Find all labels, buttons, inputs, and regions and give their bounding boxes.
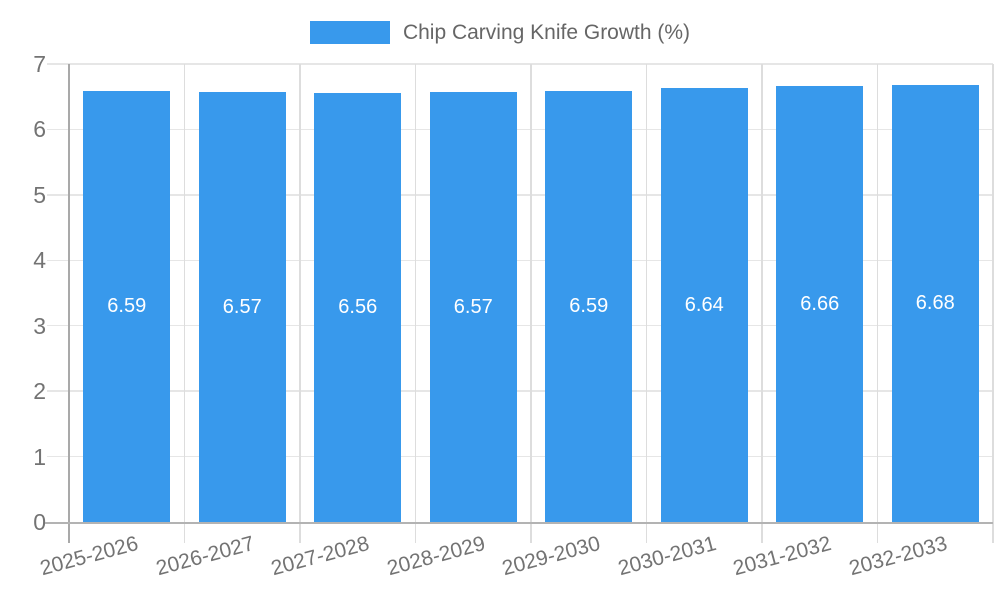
v-gridline: [299, 64, 301, 543]
bar-value-label: 6.59: [569, 295, 609, 318]
bar[interactable]: [545, 90, 633, 522]
bar[interactable]: [198, 92, 286, 522]
y-tick-label: 1: [33, 443, 46, 470]
v-gridline: [414, 64, 417, 543]
bar[interactable]: [891, 84, 979, 522]
bar-value-label: 6.57: [222, 296, 262, 319]
h-gridline: [47, 259, 993, 262]
y-axis-line: [68, 64, 70, 543]
x-tick-label: 2031-2032: [730, 531, 834, 581]
y-tick-label: 0: [33, 509, 46, 535]
bar-value-label: 6.64: [684, 293, 724, 316]
h-gridline: [47, 194, 993, 196]
y-tick-label: 3: [33, 312, 46, 339]
h-gridline: [47, 390, 993, 392]
v-gridline: [183, 64, 186, 543]
x-tick-label: 2025-2026: [37, 531, 141, 581]
x-tick-label: 2032-2033: [846, 531, 950, 581]
bar-value-label: 6.68: [915, 292, 955, 315]
bar-value-label: 6.56: [338, 296, 378, 319]
x-tick-label: 2028-2029: [384, 531, 488, 581]
legend[interactable]: Chip Carving Knife Growth (%): [0, 19, 1000, 46]
y-tick-label: 2: [33, 378, 46, 405]
legend-label: Chip Carving Knife Growth (%): [402, 21, 691, 44]
bar[interactable]: [83, 90, 171, 522]
bar-value-label: 6.66: [800, 293, 840, 316]
v-gridline: [761, 64, 763, 543]
bar-value-label: 6.57: [453, 296, 493, 319]
x-tick-label: 2027-2028: [268, 531, 372, 581]
legend-swatch[interactable]: [309, 21, 390, 44]
y-tick-label: 4: [33, 247, 46, 274]
v-gridline: [992, 64, 994, 543]
v-gridline: [876, 64, 879, 543]
v-gridline: [530, 64, 532, 543]
y-tick-label: 5: [33, 181, 46, 208]
bar[interactable]: [660, 87, 748, 522]
v-gridline: [645, 64, 648, 543]
bar[interactable]: [776, 86, 864, 522]
bar[interactable]: [429, 92, 517, 522]
x-tick-label: 2029-2030: [499, 531, 603, 581]
h-gridline: [47, 455, 993, 458]
h-gridline: [47, 128, 993, 131]
y-tick-label: 6: [33, 116, 46, 143]
x-tick-label: 2030-2031: [615, 531, 719, 581]
x-tick-label: 2026-2027: [153, 531, 257, 581]
h-gridline: [47, 63, 993, 65]
x-axis-line: [45, 522, 993, 524]
h-gridline: [47, 324, 993, 327]
y-tick-label: 7: [33, 51, 46, 77]
bar[interactable]: [314, 92, 402, 522]
bar-value-label: 6.59: [107, 295, 147, 318]
